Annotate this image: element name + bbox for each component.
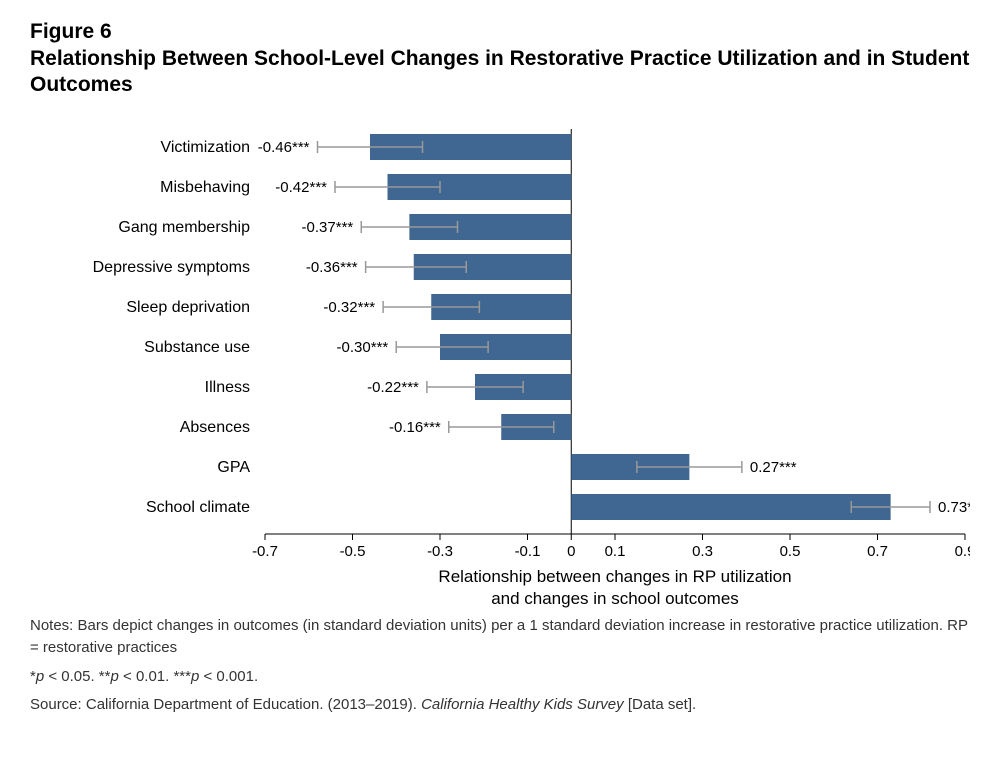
source-text-2: [Data set]. [624, 696, 697, 713]
value-label: -0.22*** [367, 379, 419, 396]
value-label: 0.27*** [750, 459, 797, 476]
x-tick-label: -0.3 [427, 543, 453, 560]
p-italic: p [36, 668, 44, 685]
value-label: -0.46*** [258, 139, 310, 156]
x-axis-label-2: and changes in school outcomes [491, 589, 739, 608]
notes-line-2: *p < 0.05. **p < 0.01. ***p < 0.001. [30, 666, 970, 689]
x-tick-label: -0.7 [252, 543, 278, 560]
notes-line-1: Notes: Bars depict changes in outcomes (… [30, 615, 970, 660]
figure-notes: Notes: Bars depict changes in outcomes (… [30, 615, 970, 717]
x-tick-label: -0.1 [515, 543, 541, 560]
category-label: Misbehaving [160, 179, 250, 196]
value-label: -0.42*** [275, 179, 327, 196]
x-tick-label: 0.1 [605, 543, 626, 560]
category-label: Illness [205, 379, 250, 396]
x-tick-label: 0.7 [867, 543, 888, 560]
x-tick-label: 0.5 [780, 543, 801, 560]
category-label: Victimization [160, 139, 250, 156]
notes-text: Notes: Bars depict changes in outcomes (… [30, 617, 968, 657]
chart-area: -0.7 -0.5 -0.3 -0.1 0 0.1 0.3 0.5 0.7 0.9 Relation… [30, 109, 970, 609]
figure-container: Figure 6 Relationship Between School-Lev… [0, 0, 1000, 743]
category-label: Gang membership [118, 219, 250, 236]
x-tick-label: 0.3 [692, 543, 713, 560]
x-tick-label: -0.5 [340, 543, 366, 560]
figure-title: Relationship Between School-Level Change… [30, 46, 970, 99]
value-label: -0.16*** [389, 419, 441, 436]
sig-text: < 0.05. ** [44, 668, 110, 685]
x-tick-label: 0.9 [955, 543, 970, 560]
category-label: Absences [180, 419, 250, 436]
category-label: GPA [217, 459, 250, 476]
value-label: -0.32*** [323, 299, 375, 316]
source-text: Source: California Department of Educati… [30, 696, 421, 713]
figure-number: Figure 6 [30, 20, 970, 44]
sig-text: < 0.001. [199, 668, 258, 685]
category-label: School climate [146, 499, 250, 516]
value-label: -0.37*** [302, 219, 354, 236]
category-label: Depressive symptoms [93, 259, 250, 276]
x-tick-label: 0 [567, 543, 575, 560]
value-label: 0.73*** [938, 499, 970, 516]
value-label: -0.36*** [306, 259, 358, 276]
bar [571, 494, 890, 520]
category-label: Substance use [144, 339, 250, 356]
chart-svg: -0.7 -0.5 -0.3 -0.1 0 0.1 0.3 0.5 0.7 0.9 Relation… [30, 109, 970, 609]
sig-text: < 0.01. *** [119, 668, 191, 685]
source-italic: California Healthy Kids Survey [421, 696, 624, 713]
p-italic: p [111, 668, 119, 685]
category-label: Sleep deprivation [126, 299, 250, 316]
value-label: -0.30*** [337, 339, 389, 356]
x-axis-label-1: Relationship between changes in RP utili… [438, 567, 791, 586]
notes-line-3: Source: California Department of Educati… [30, 694, 970, 717]
